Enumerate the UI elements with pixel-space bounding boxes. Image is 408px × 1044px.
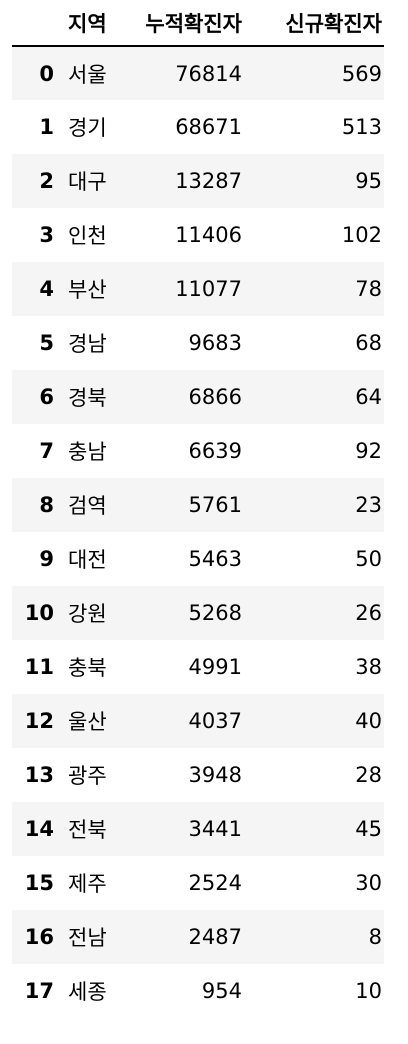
region-cell: 세종 [68,980,107,1004]
table-row: 17 세종 954 10 [12,964,384,1018]
row-index: 1 [39,115,54,139]
cumulative-cases-cell: 4037 [188,709,242,733]
table-row: 2 대구 13287 95 [12,154,384,208]
cumulative-cases-cell: 11406 [175,223,242,247]
new-cases-cell: 8 [368,925,382,949]
cumulative-cases-cell: 4991 [188,655,242,679]
new-cases-cell: 50 [355,547,382,571]
cumulative-cases-cell: 5761 [188,493,242,517]
row-index: 9 [39,547,54,571]
row-index: 15 [24,871,54,895]
cumulative-cases-cell: 13287 [175,169,242,193]
region-cell: 검역 [68,494,107,518]
region-cell: 경북 [68,386,107,410]
cumulative-cases-cell: 3948 [188,763,242,787]
row-index: 16 [24,925,54,949]
row-index: 11 [24,655,54,679]
cumulative-cases-cell: 2524 [188,871,242,895]
region-cell: 전북 [68,818,107,842]
row-index: 2 [39,169,54,193]
new-cases-cell: 64 [355,385,382,409]
new-cases-cell: 26 [355,601,382,625]
row-index: 14 [24,817,54,841]
table-row: 15 제주 2524 30 [12,856,384,910]
new-cases-cell: 513 [341,115,382,139]
cumulative-cases-cell: 9683 [188,331,242,355]
region-cell: 충남 [68,440,107,464]
index-column-header [12,0,62,47]
row-index: 17 [24,979,54,1003]
table-row: 1 경기 68671 513 [12,100,384,154]
region-cell: 광주 [68,764,107,788]
new-cases-cell: 92 [355,439,382,463]
table-row: 8 검역 5761 23 [12,478,384,532]
cumulative-cases-cell: 76814 [175,61,242,86]
table-body: 0 서울 76814 569 1 경기 68671 513 2 대구 13287 95 3 인천 11406… [12,46,384,1018]
table-header: 지역 누적확진자 신규확진자 [12,0,384,47]
table-row: 16 전남 2487 8 [12,910,384,964]
table-row: 5 경남 9683 68 [12,316,384,370]
row-index: 8 [39,493,54,517]
region-cell: 대구 [68,170,107,194]
new-cases-cell: 28 [355,763,382,787]
region-cell: 강원 [68,602,107,626]
table-row: 7 충남 6639 92 [12,424,384,478]
table-row: 14 전북 3441 45 [12,802,384,856]
cumulative-cases-cell: 6866 [188,385,242,409]
new-cases-cell: 30 [355,871,382,895]
row-index: 6 [39,385,54,409]
dataframe-table: 지역 누적확진자 신규확진자 0 서울 76814 569 1 경기 68671 513 2 대구… [12,0,384,1018]
region-cell: 대전 [68,548,107,572]
region-cell: 전남 [68,926,107,950]
cumulative-cases-cell: 954 [201,979,242,1003]
new-cases-cell: 23 [355,493,382,517]
row-index: 7 [39,439,54,463]
new-cases-cell: 78 [355,277,382,301]
cumulative-cases-cell: 5463 [188,547,242,571]
region-cell: 제주 [68,872,107,896]
new-cases-cell: 40 [355,709,382,733]
region-cell: 서울 [68,62,107,87]
dataframe-output: 지역 누적확진자 신규확진자 0 서울 76814 569 1 경기 68671 513 2 대구… [12,0,384,1018]
table-row: 12 울산 4037 40 [12,694,384,748]
region-cell: 충북 [68,656,107,680]
row-index: 0 [39,61,54,86]
new-cases-cell: 38 [355,655,382,679]
row-index: 10 [24,601,54,625]
row-index: 3 [39,223,54,247]
region-column-header: 지역 [62,0,134,47]
region-cell: 경기 [68,116,107,140]
table-row: 13 광주 3948 28 [12,748,384,802]
cumulative-cases-column-header: 누적확진자 [134,0,244,47]
new-cases-cell: 569 [341,61,382,86]
region-cell: 부산 [68,278,107,302]
table-row: 3 인천 11406 102 [12,208,384,262]
table-row: 10 강원 5268 26 [12,586,384,640]
cumulative-cases-cell: 3441 [188,817,242,841]
cumulative-cases-cell: 11077 [175,277,242,301]
new-cases-column-header: 신규확진자 [244,0,384,47]
table-row: 4 부산 11077 78 [12,262,384,316]
row-index: 4 [39,277,54,301]
row-index: 5 [39,331,54,355]
row-index: 12 [24,709,54,733]
cumulative-cases-cell: 6639 [188,439,242,463]
table-row: 0 서울 76814 569 [12,46,384,100]
new-cases-cell: 102 [341,223,382,247]
cumulative-cases-cell: 2487 [188,925,242,949]
region-cell: 인천 [68,224,107,248]
header-row: 지역 누적확진자 신규확진자 [12,0,384,47]
cumulative-cases-cell: 5268 [188,601,242,625]
new-cases-cell: 95 [355,169,382,193]
region-cell: 경남 [68,332,107,356]
new-cases-cell: 45 [355,817,382,841]
cumulative-cases-cell: 68671 [175,115,242,139]
table-row: 6 경북 6866 64 [12,370,384,424]
new-cases-cell: 68 [355,331,382,355]
table-row: 11 충북 4991 38 [12,640,384,694]
row-index: 13 [24,763,54,787]
new-cases-cell: 10 [355,979,382,1003]
table-row: 9 대전 5463 50 [12,532,384,586]
region-cell: 울산 [68,710,107,734]
